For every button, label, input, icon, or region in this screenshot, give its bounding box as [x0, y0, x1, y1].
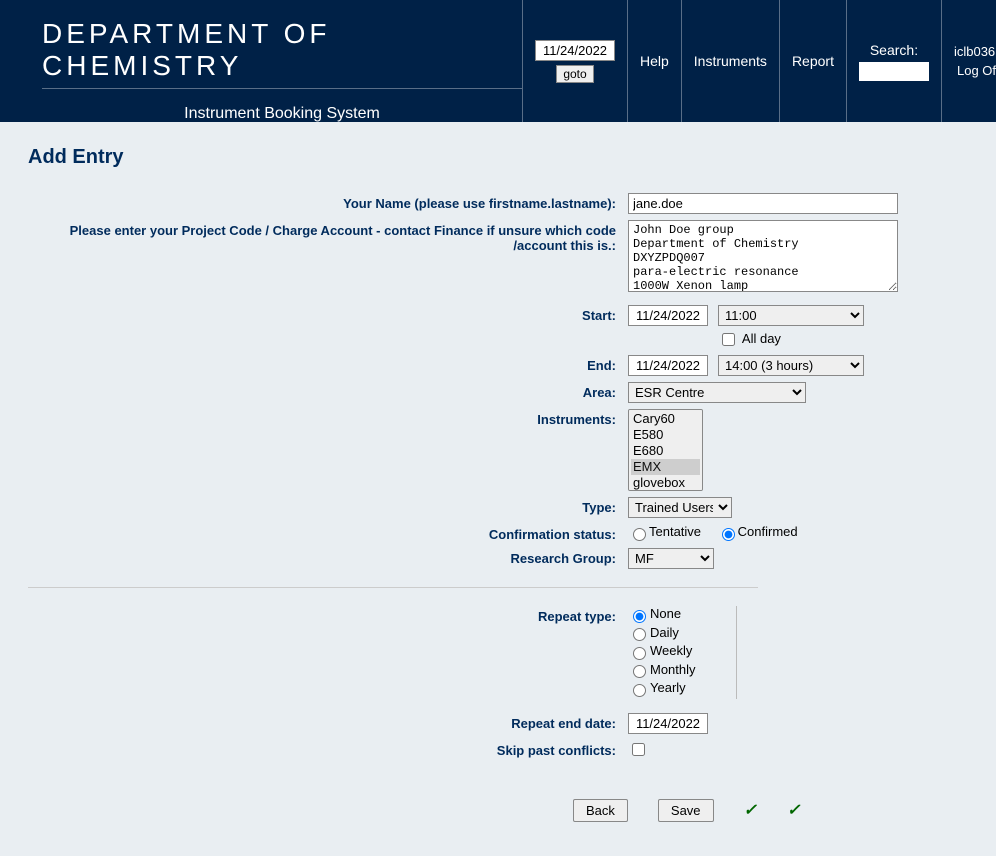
repeat-end-date-input[interactable]	[628, 713, 708, 734]
section-divider	[28, 587, 758, 588]
report-link[interactable]: Report	[792, 53, 834, 69]
label-name: Your Name (please use firstname.lastname…	[28, 193, 628, 211]
skip-checkbox[interactable]	[632, 743, 645, 756]
instrument-option[interactable]: Cary60	[631, 411, 700, 427]
label-end: End:	[28, 355, 628, 373]
username-text: iclb0361	[954, 44, 996, 59]
system-title: Instrument Booking System	[42, 105, 522, 123]
instrument-option[interactable]: E680	[631, 443, 700, 459]
nav-instruments[interactable]: Instruments	[681, 0, 779, 122]
label-type: Type:	[28, 497, 628, 515]
name-input[interactable]	[628, 193, 898, 214]
header-nav: goto Help Instruments Report Search: icl…	[522, 0, 996, 122]
tentative-option[interactable]: Tentative	[628, 524, 701, 539]
check-icon-1: ✓	[744, 800, 757, 820]
project-textarea[interactable]: John Doe group Department of Chemistry D…	[628, 220, 898, 292]
department-title: DEPARTMENT OF CHEMISTRY	[42, 18, 522, 89]
confirmed-radio[interactable]	[722, 528, 735, 541]
search-label: Search:	[870, 42, 918, 58]
allday-wrapper[interactable]: All day	[718, 330, 864, 349]
repeat-yearly-radio[interactable]	[633, 684, 646, 697]
confirmed-option[interactable]: Confirmed	[717, 524, 798, 539]
repeat-none-radio[interactable]	[633, 610, 646, 623]
search-cell: Search:	[846, 0, 941, 122]
label-repeat-end: Repeat end date:	[28, 713, 628, 731]
back-button[interactable]: Back	[573, 799, 628, 822]
page-header: DEPARTMENT OF CHEMISTRY Instrument Booki…	[0, 0, 996, 122]
content-area: Add Entry Your Name (please use firstnam…	[0, 122, 996, 846]
repeat-daily-radio[interactable]	[633, 628, 646, 641]
goto-cell: goto	[522, 0, 627, 122]
label-confirmation: Confirmation status:	[28, 524, 628, 542]
instruments-link[interactable]: Instruments	[694, 53, 767, 69]
repeat-daily-option[interactable]: Daily	[628, 625, 679, 640]
area-select[interactable]: ESR Centre	[628, 382, 806, 403]
label-group: Research Group:	[28, 548, 628, 566]
logoff-link[interactable]: Log Off	[957, 63, 996, 78]
repeat-none-option[interactable]: None	[628, 606, 681, 621]
group-select[interactable]: MF	[628, 548, 714, 569]
label-instruments: Instruments:	[28, 409, 628, 427]
page-title: Add Entry	[28, 146, 968, 169]
repeat-monthly-radio[interactable]	[633, 665, 646, 678]
nav-help[interactable]: Help	[627, 0, 681, 122]
label-skip: Skip past conflicts:	[28, 740, 628, 758]
instrument-option[interactable]: E580	[631, 427, 700, 443]
search-input[interactable]	[859, 62, 929, 81]
allday-checkbox[interactable]	[722, 333, 735, 346]
repeat-weekly-option[interactable]: Weekly	[628, 643, 692, 658]
header-branding: DEPARTMENT OF CHEMISTRY Instrument Booki…	[0, 0, 522, 122]
save-button[interactable]: Save	[658, 799, 714, 822]
label-repeat-type: Repeat type:	[28, 606, 628, 624]
instrument-option[interactable]: glovebox	[631, 475, 700, 491]
button-row: Back Save ✓ ✓	[28, 799, 968, 822]
start-time-select[interactable]: 11:00	[718, 305, 864, 326]
check-icon-2: ✓	[787, 800, 800, 820]
help-link[interactable]: Help	[640, 53, 669, 69]
label-area: Area:	[28, 382, 628, 400]
nav-report[interactable]: Report	[779, 0, 846, 122]
goto-button[interactable]: goto	[556, 65, 593, 83]
end-date-input[interactable]	[628, 355, 708, 376]
tentative-radio[interactable]	[633, 528, 646, 541]
instruments-select[interactable]: Cary60E580E680EMXglovebox	[628, 409, 703, 491]
type-select[interactable]: Trained Users	[628, 497, 732, 518]
repeat-weekly-radio[interactable]	[633, 647, 646, 660]
end-time-select[interactable]: 14:00 (3 hours)	[718, 355, 864, 376]
goto-date-input[interactable]	[535, 40, 615, 61]
label-start: Start:	[28, 305, 628, 323]
label-project: Please enter your Project Code / Charge …	[28, 220, 628, 253]
repeat-monthly-option[interactable]: Monthly	[628, 662, 696, 677]
start-date-input[interactable]	[628, 305, 708, 326]
user-cell: iclb0361 Log Off	[941, 0, 996, 122]
allday-label: All day	[742, 331, 781, 346]
repeat-options: None Daily Weekly Monthly Yearly	[628, 606, 737, 699]
repeat-yearly-option[interactable]: Yearly	[628, 680, 686, 695]
instrument-option[interactable]: EMX	[631, 459, 700, 475]
